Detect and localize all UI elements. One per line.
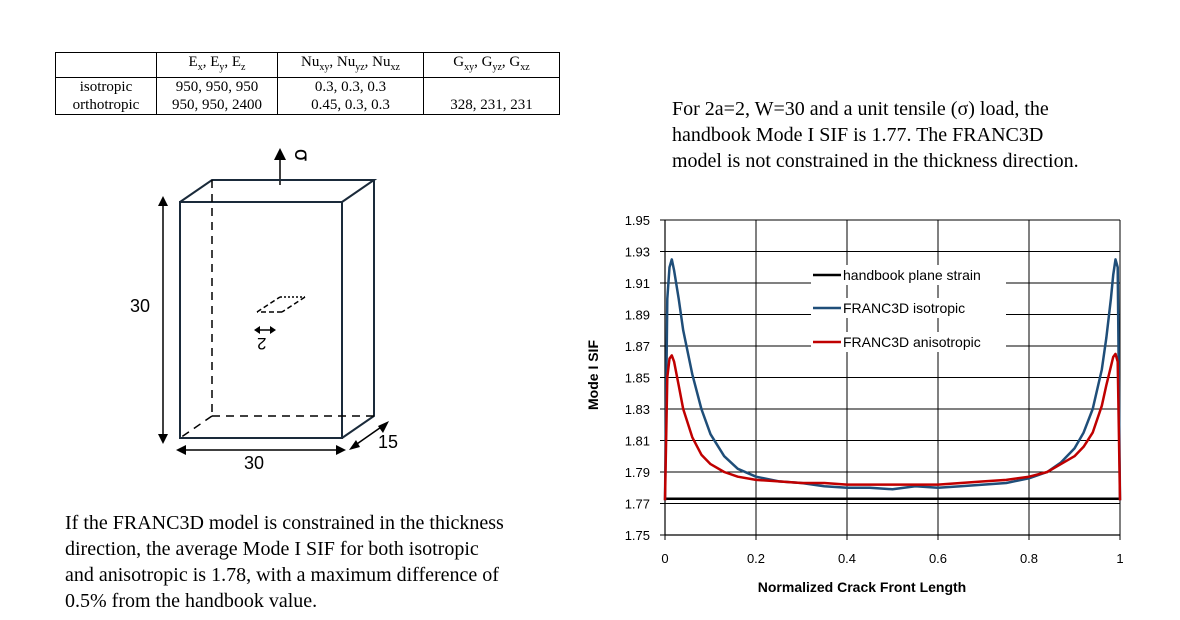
chart-series — [663, 258, 1122, 501]
crack-width-arrow — [254, 326, 276, 334]
legend-label: handbook plane strain — [843, 267, 981, 283]
material-properties-table: Ex, Ey, Ez Nuxy, Nuyz, Nuxz Gxy, Gyz, Gx… — [55, 52, 560, 115]
table-cell — [423, 77, 560, 96]
y-tick-label: 1.95 — [625, 213, 650, 228]
table-cell: isotropic — [55, 77, 157, 96]
y-tick-label: 1.93 — [625, 245, 650, 260]
y-tick-label: 1.89 — [625, 308, 650, 323]
x-tick-label: 0.2 — [747, 551, 765, 566]
table-header-row: Ex, Ey, Ez Nuxy, Nuyz, Nuxz Gxy, Gyz, Gx… — [55, 52, 560, 78]
x-tick-label: 0.8 — [1020, 551, 1038, 566]
y-tick-label: 1.75 — [625, 528, 650, 543]
y-tick-label: 1.79 — [625, 465, 650, 480]
block-right-face — [341, 180, 375, 439]
series-line-franc3d-isotropic — [663, 258, 1122, 501]
legend-label: FRANC3D anisotropic — [843, 334, 981, 350]
y-tick-label: 1.91 — [625, 276, 650, 291]
depth-label: 15 — [378, 432, 399, 452]
y-tick-label: 1.87 — [625, 339, 650, 354]
x-tick-label: 1 — [1116, 551, 1123, 566]
specimen-diagram — [158, 148, 389, 455]
chart-ticks: 1.75 1.77 1.79 1.81 1.83 1.85 1.87 1.89 1.91 1.93… — [625, 213, 1124, 566]
mode-i-sif-chart: 1.75 1.77 1.79 1.81 1.83 1.85 1.87 1.89 1.91 1.93… — [585, 213, 1124, 595]
y-tick-label: 1.83 — [625, 402, 650, 417]
table-cell: 328, 231, 231 — [423, 96, 560, 115]
table-cell: 950, 950, 950 — [156, 77, 278, 96]
block-top-face — [179, 179, 378, 203]
width-label: 30 — [244, 453, 265, 473]
table-header-cell — [55, 52, 157, 78]
chart-legend: handbook plane strain FRANC3D isotropic FR… — [811, 265, 1006, 352]
text-line: handbook Mode I SIF is 1.77. The FRANC3D — [672, 124, 1044, 146]
y-axis-label: Mode I SIF — [585, 340, 601, 410]
table-cell: 0.3, 0.3, 0.3 — [277, 77, 424, 96]
table-cell: orthotropic — [55, 96, 157, 115]
text-line: 0.5% from the handbook value. — [65, 590, 318, 612]
legend-background — [811, 332, 1006, 352]
width-dimension-arrow — [176, 445, 346, 455]
table-cell: 0.45, 0.3, 0.3 — [277, 96, 424, 115]
x-tick-label: 0.4 — [838, 551, 856, 566]
x-tick-label: 0 — [661, 551, 668, 566]
y-tick-label: 1.85 — [625, 371, 650, 386]
legend-background — [811, 265, 1006, 285]
load-label: σ — [290, 148, 315, 162]
series-line-franc3d-anisotropic — [663, 352, 1122, 501]
height-label: 30 — [130, 296, 151, 316]
table-row: isotropic 950, 950, 950 0.3, 0.3, 0.3 — [55, 77, 560, 96]
y-tick-label: 1.81 — [625, 434, 650, 449]
block-front-face — [179, 201, 343, 439]
hidden-edge — [179, 415, 213, 439]
text-line: If the FRANC3D model is constrained in t… — [65, 512, 504, 534]
table-header-cell: Nuxy, Nuyz, Nuxz — [277, 52, 424, 78]
table-row: orthotropic 950, 950, 2400 0.45, 0.3, 0.… — [55, 96, 560, 115]
table-header-cell: Ex, Ey, Ez — [156, 52, 278, 78]
table-header-cell: Gxy, Gyz, Gxz — [423, 52, 560, 78]
text-line: direction, the average Mode I SIF for bo… — [65, 538, 479, 560]
constraint-description: If the FRANC3D model is constrained in t… — [65, 510, 585, 614]
depth-dimension-arrow — [349, 421, 389, 450]
text-line: For 2a=2, W=30 and a unit tensile (σ) lo… — [672, 98, 1049, 120]
crack-length-label: 2 — [257, 334, 267, 353]
y-tick-label: 1.77 — [625, 497, 650, 512]
x-tick-label: 0.6 — [929, 551, 947, 566]
table-cell: 950, 950, 2400 — [156, 96, 278, 115]
text-line: model is not constrained in the thicknes… — [672, 150, 1079, 172]
legend-background — [811, 298, 1006, 318]
legend-label: FRANC3D isotropic — [843, 300, 965, 316]
x-axis-label: Normalized Crack Front Length — [758, 579, 966, 595]
text-line: and anisotropic is 1.78, with a maximum … — [65, 564, 499, 586]
crack-icon — [256, 296, 306, 313]
height-dimension-arrow — [158, 196, 168, 444]
loading-description: For 2a=2, W=30 and a unit tensile (σ) lo… — [672, 96, 1152, 174]
